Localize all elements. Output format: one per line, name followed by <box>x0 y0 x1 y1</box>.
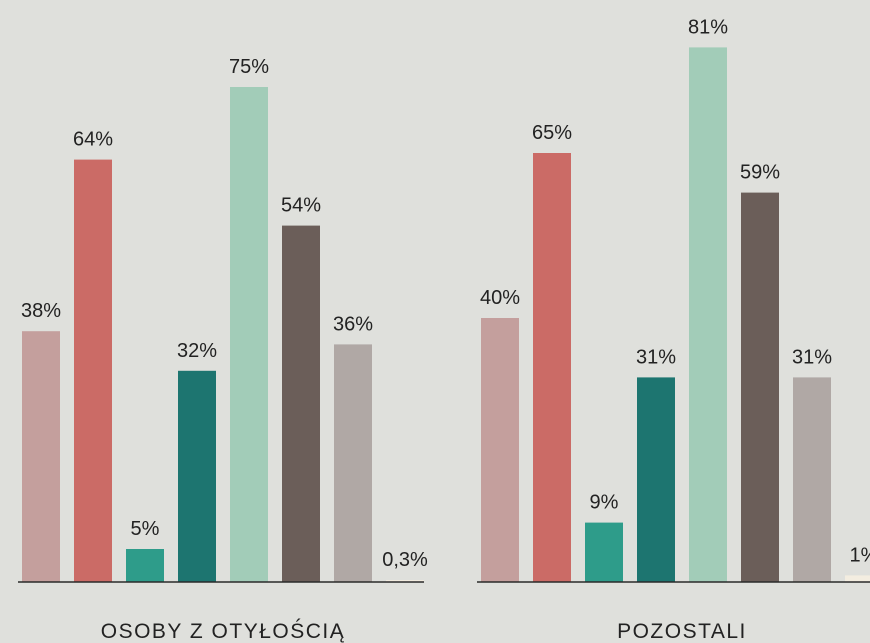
category-label: POZOSTALI <box>617 620 747 643</box>
value-label: 31% <box>636 346 676 368</box>
bar <box>793 377 831 582</box>
value-label: 64% <box>73 129 113 151</box>
bar <box>585 522 623 582</box>
bar <box>334 344 372 582</box>
value-label: 81% <box>688 16 728 38</box>
bar <box>533 153 571 582</box>
bar <box>282 225 320 582</box>
bar <box>481 318 519 582</box>
value-label: 0,3% <box>382 549 428 571</box>
value-label: 38% <box>21 300 61 322</box>
value-label: 31% <box>792 346 832 368</box>
value-label: 36% <box>333 313 373 335</box>
bar <box>126 549 164 582</box>
value-label: 5% <box>131 518 160 540</box>
value-label: 75% <box>229 56 269 78</box>
bar <box>689 47 727 582</box>
value-label: 65% <box>532 122 572 144</box>
bar <box>741 192 779 582</box>
bar <box>845 575 870 582</box>
value-label: 32% <box>177 340 217 362</box>
bar <box>230 87 268 582</box>
value-label: 1% <box>850 544 870 566</box>
value-label: 54% <box>281 195 321 217</box>
category-label: OSOBY Z OTYŁOŚCIĄ <box>101 619 346 643</box>
value-label: 9% <box>590 492 619 514</box>
bar <box>22 331 60 582</box>
bar <box>637 377 675 582</box>
bar <box>386 580 424 582</box>
bar <box>74 159 112 582</box>
value-label: 40% <box>480 287 520 309</box>
value-label: 59% <box>740 162 780 184</box>
bar <box>178 370 216 582</box>
